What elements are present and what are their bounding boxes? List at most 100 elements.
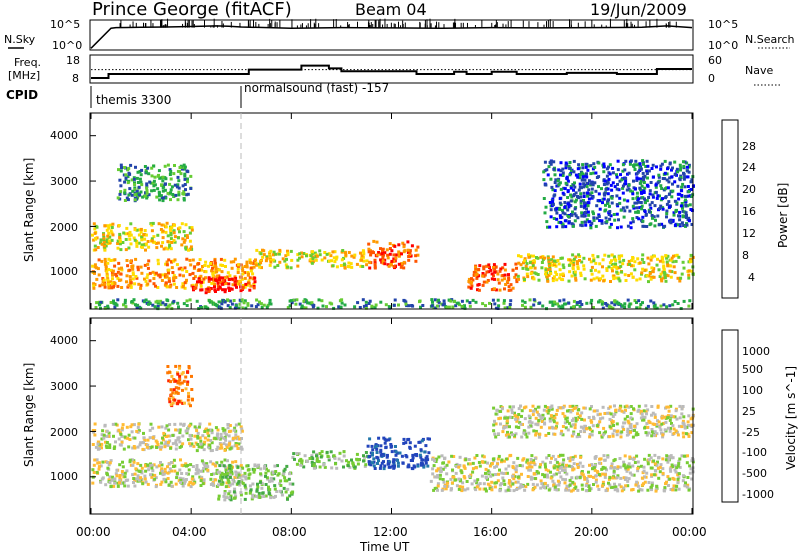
velocity-cell — [228, 483, 232, 487]
power-cell — [483, 273, 487, 277]
power-cell — [219, 280, 223, 284]
velocity-cell — [621, 425, 625, 429]
velocity-cell — [348, 465, 352, 469]
velocity-cell — [176, 402, 180, 406]
velocity-cell — [169, 388, 173, 392]
velocity-cell — [224, 475, 228, 479]
velocity-cell — [478, 482, 482, 486]
velocity-cell — [539, 486, 543, 490]
velocity-cell — [96, 442, 100, 446]
velocity-cell — [512, 405, 515, 409]
power-cell — [185, 234, 189, 238]
velocity-cell — [534, 472, 538, 476]
power-cell — [343, 263, 347, 267]
power-cell — [310, 252, 314, 255]
power-cell — [107, 231, 111, 235]
velocity-cell — [380, 461, 384, 465]
power-cell — [139, 283, 143, 287]
velocity-cell — [217, 479, 221, 483]
power-cell — [572, 305, 575, 309]
velocity-cell — [130, 458, 134, 462]
power-cell — [224, 275, 228, 279]
velocity-cell — [117, 481, 121, 485]
power-cell — [647, 208, 651, 212]
power-cell — [126, 198, 130, 202]
power-cell — [95, 225, 99, 229]
power-cell — [608, 305, 612, 309]
velocity-cell — [217, 436, 221, 440]
velocity-cell — [553, 485, 557, 489]
power-cell — [669, 258, 673, 262]
power-cell — [118, 238, 122, 241]
velocity-cell — [593, 456, 597, 459]
power-cell — [129, 283, 133, 287]
power-cell — [606, 192, 610, 196]
power-cell — [524, 264, 528, 268]
velocity-cell — [451, 468, 454, 472]
power-cell — [130, 193, 134, 197]
velocity-cell — [571, 480, 575, 484]
velocity-cell — [121, 472, 124, 476]
power-cell — [492, 263, 496, 267]
power-cell — [151, 221, 155, 225]
velocity-cell — [114, 472, 118, 476]
velocity-cell — [636, 484, 640, 488]
velocity-cell — [445, 484, 448, 488]
velocity-cell — [186, 370, 190, 374]
velocity-cell — [650, 428, 654, 431]
power-cell — [565, 176, 569, 180]
power-cell — [597, 175, 601, 179]
velocity-cell — [215, 468, 219, 472]
power-cell — [555, 278, 559, 282]
power-cell — [165, 306, 169, 310]
power-cell — [571, 210, 574, 214]
power-cell — [296, 258, 300, 262]
velocity-cell — [475, 485, 479, 489]
velocity-cell — [192, 481, 196, 485]
velocity-cell — [611, 432, 615, 436]
power-cell — [507, 288, 511, 292]
power-cell — [587, 164, 591, 168]
freq-right-tick-bottom: 0 — [708, 72, 715, 85]
velocity-cell — [590, 420, 594, 424]
power-cell — [166, 247, 170, 251]
velocity-cell — [245, 464, 249, 468]
velocity-cell — [551, 426, 555, 430]
velocity-cell — [646, 425, 650, 429]
power-cell — [101, 277, 105, 280]
velocity-cell — [484, 471, 487, 475]
velocity-cell — [136, 425, 140, 429]
velocity-cell — [146, 463, 150, 467]
velocity-cell — [530, 421, 534, 425]
power-cell — [170, 241, 174, 244]
velocity-cell — [196, 436, 200, 440]
power-cell — [618, 196, 622, 200]
velocity-cell — [529, 460, 533, 464]
velocity-cell — [340, 459, 344, 463]
power-cell — [128, 172, 132, 176]
velocity-cell — [251, 482, 255, 486]
velocity-cell — [556, 465, 560, 469]
velocity-cell — [461, 485, 465, 489]
power-cell — [472, 273, 476, 277]
power-cell — [161, 273, 165, 277]
power-cell — [574, 276, 578, 280]
power-cell — [674, 210, 678, 213]
velocity-cell — [547, 409, 551, 412]
velocity-cell — [567, 464, 571, 468]
power-cell — [219, 306, 223, 310]
power-cell — [193, 287, 197, 290]
power-cell — [592, 216, 596, 220]
power-cell — [318, 253, 322, 257]
power-cell — [154, 241, 158, 245]
velocity-cell — [404, 441, 408, 445]
power-cell — [621, 186, 625, 190]
power-cell — [569, 169, 573, 173]
power-cell — [548, 300, 552, 304]
power-cell — [139, 265, 143, 269]
velocity-cell — [298, 459, 301, 463]
power-cell — [604, 216, 608, 220]
velocity-cell — [608, 476, 612, 480]
power-cell — [133, 282, 137, 286]
velocity-cell — [188, 481, 192, 485]
